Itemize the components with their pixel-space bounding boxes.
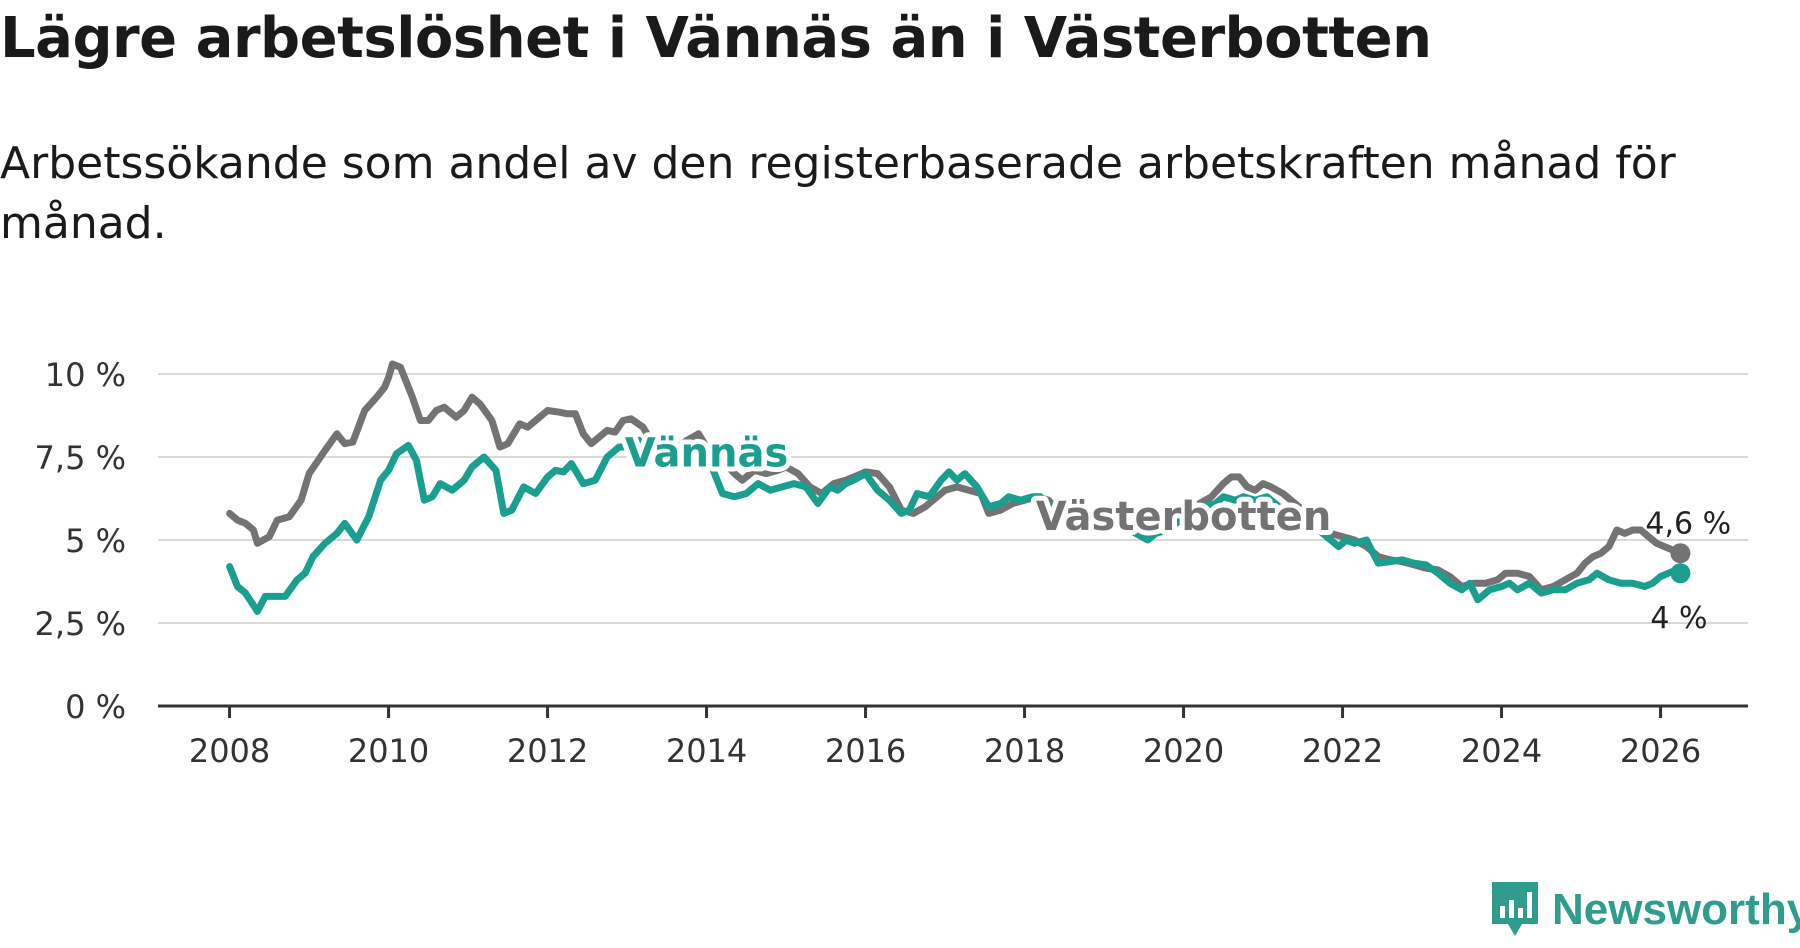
y-tick-label: 2,5 % (35, 605, 126, 643)
x-tick-label: 2010 (348, 732, 429, 770)
y-tick-label: 0 % (65, 688, 126, 726)
chart-title: Lägre arbetslöshet i Vännäs än i Västerb… (0, 6, 1432, 71)
chart-subtitle: Arbetssökande som andel av den registerb… (0, 138, 1676, 249)
y-tick-label: 5 % (65, 522, 126, 560)
newsworthy-logo-text: Newsworthy (1552, 885, 1800, 934)
end-label-vasterbotten: 4,6 % (1645, 506, 1731, 541)
x-tick-label: 2016 (825, 732, 906, 770)
y-tick-label: 10 % (45, 356, 126, 394)
series-line-vasterbotten (226, 360, 1684, 594)
x-tick-label: 2018 (984, 732, 1065, 770)
series-label-vannas: Vännäs (625, 431, 789, 477)
newsworthy-logo[interactable]: Newsworthy (1490, 880, 1800, 940)
series-endpoint-vasterbotten (1670, 543, 1691, 564)
x-tick-label: 2012 (507, 732, 588, 770)
x-tick-label: 2008 (189, 732, 270, 770)
end-label-vannas: 4 % (1650, 601, 1707, 636)
series-label-vasterbotten: Västerbotten (1036, 494, 1332, 540)
series-layer (226, 360, 1691, 615)
label-layer: 4,6 % 4 % Vännäs Västerbotten (620, 426, 1731, 637)
x-tick-label: 2022 (1302, 732, 1383, 770)
y-tick-label: 7,5 % (35, 439, 126, 477)
x-tick-label: 2014 (666, 732, 747, 770)
series-endpoint-vannas (1670, 563, 1691, 584)
x-tick-label: 2026 (1620, 732, 1701, 770)
newsworthy-logo-icon (1492, 882, 1538, 936)
axis-layer: 0 % 2,5 % 5 % 7,5 % 10 % 2008 2010 2012 2014 2016… (35, 356, 1748, 770)
series-line-vannas (226, 436, 1684, 615)
x-tick-label: 2020 (1143, 732, 1224, 770)
grid-layer (158, 373, 1748, 624)
x-tick-label: 2024 (1461, 732, 1542, 770)
